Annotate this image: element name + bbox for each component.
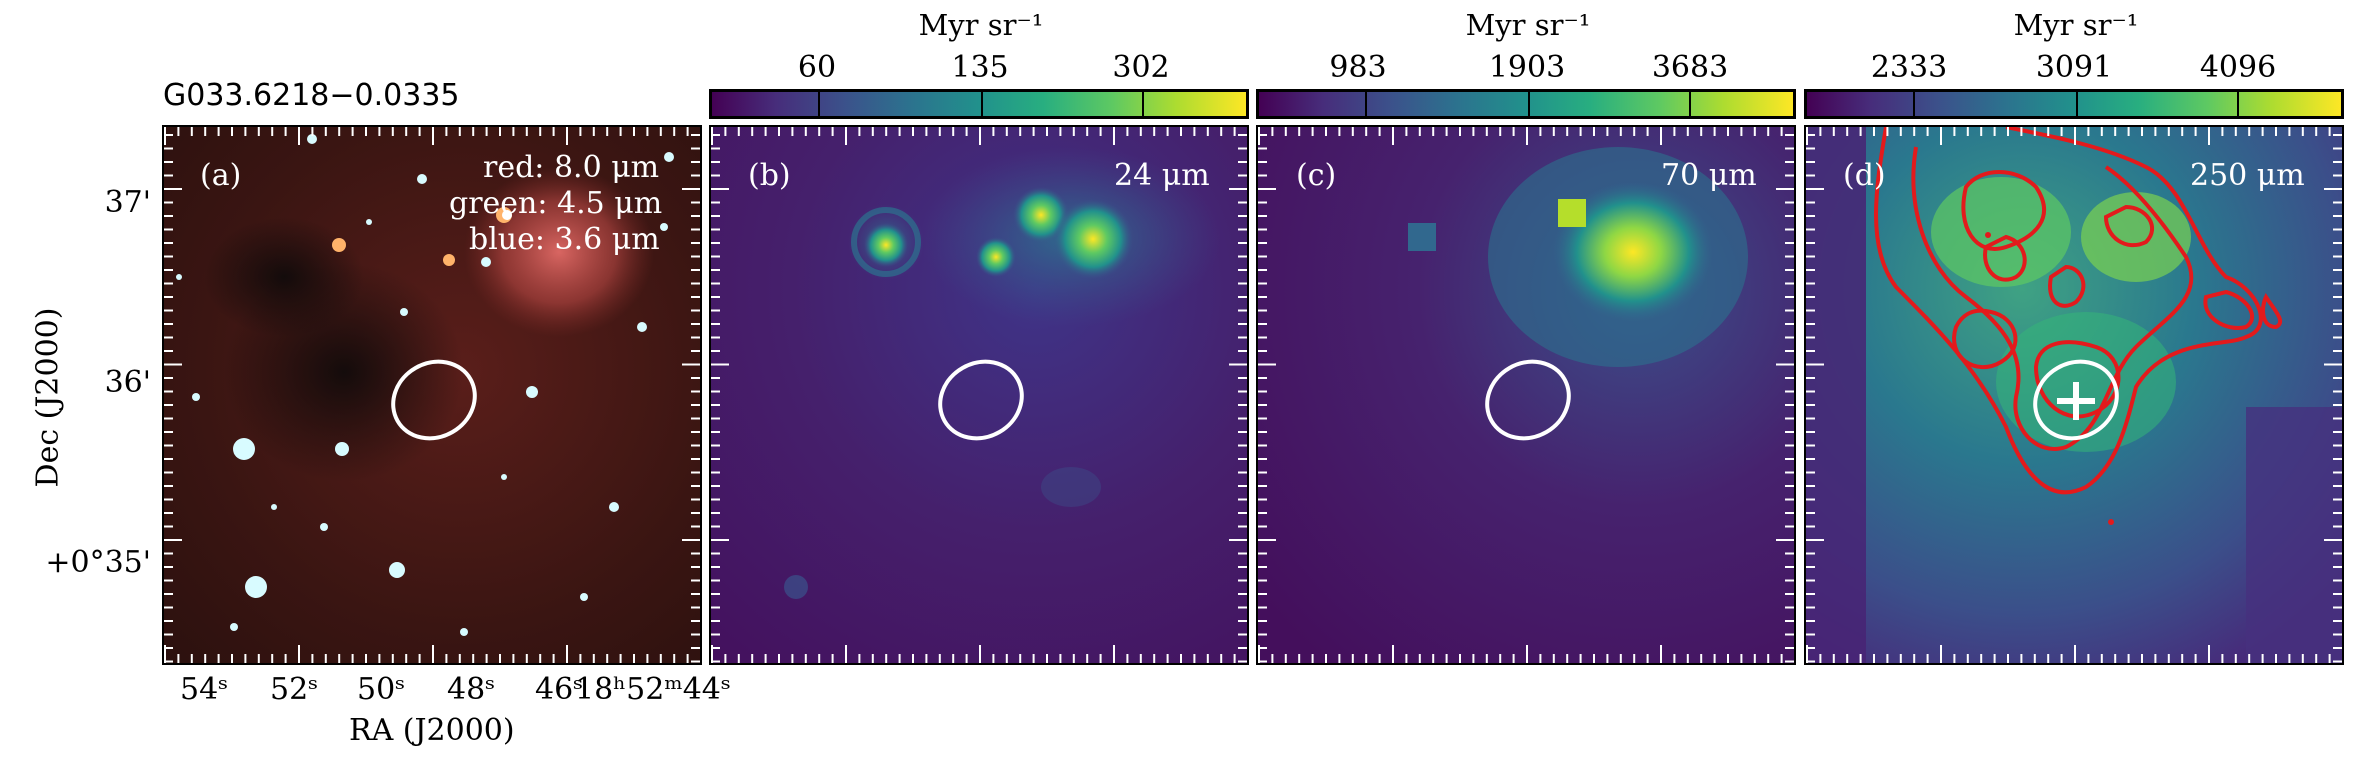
colorbar-d-unit: Myr sr⁻¹ [2013,8,2139,42]
colorbar-d [1804,89,2344,119]
panel-b-24um-image [709,125,1249,665]
ra-tick-label: 54ˢ [180,672,229,707]
panel-a-label: (a) [200,158,242,193]
panel-d-label: (d) [1843,158,1886,193]
x-axis-label: RA (J2000) [349,713,515,748]
colorbar-c-tick: 1903 [1488,50,1566,85]
ra-tick-label: 48ˢ [447,672,496,707]
dec-tick-label: 36' [104,365,151,400]
panel-c-label: (c) [1296,158,1337,193]
panel-a-legend-red: red: 8.0 μm [483,150,660,185]
panel-b-band: 24 μm [1114,158,1210,193]
panel-b-label: (b) [748,158,791,193]
colorbar-b-unit: Myr sr⁻¹ [918,8,1044,42]
panel-d-band: 250 μm [2190,158,2305,193]
panel-a-legend-green: green: 4.5 μm [449,186,663,221]
colorbar-d-tick: 3091 [2035,50,2113,85]
panel-a-rgb-image [162,125,702,665]
dec-tick-label: 37' [104,185,151,220]
y-axis-label: Dec (J2000) [30,307,66,488]
colorbar-c-tick: 983 [1329,50,1387,85]
colorbar-b-tick: 302 [1112,50,1170,85]
colorbar-b [709,89,1249,119]
colorbar-c-tick: 3683 [1651,50,1729,85]
colorbar-d-tick: 2333 [1870,50,1948,85]
ra-tick-label: 52ˢ [270,672,319,707]
colorbar-b-tick: 135 [951,50,1009,85]
colorbar-d-tick: 4096 [2199,50,2277,85]
ra-tick-label: 46ˢ [535,672,584,707]
panel-c-band: 70 μm [1661,158,1757,193]
panel-d-250um-image [1804,125,2344,665]
panel-a-legend-blue: blue: 3.6 μm [469,222,660,257]
dec-tick-label: +0°35' [45,545,151,580]
ra-tick-label: 50ˢ [357,672,406,707]
source-name: G033.6218−0.0335 [163,78,460,113]
ra-tick-label: 18ʰ52ᵐ44ˢ [575,672,732,707]
colorbar-c [1256,89,1796,119]
colorbar-b-tick: 60 [797,50,837,85]
colorbar-c-unit: Myr sr⁻¹ [1465,8,1591,42]
panel-c-70um-image [1256,125,1796,665]
